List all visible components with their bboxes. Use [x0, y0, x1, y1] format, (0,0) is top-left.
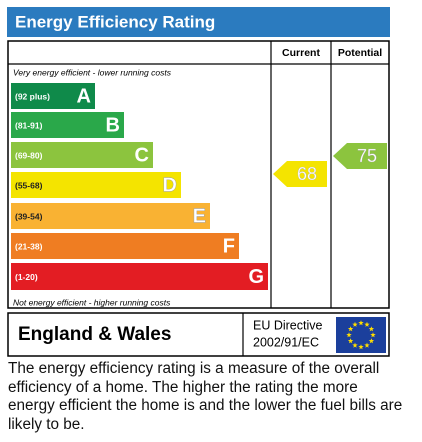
band-range: (39-54) [15, 211, 43, 221]
title-bar [7, 7, 390, 37]
description: The energy efficiency rating is a measur… [8, 360, 403, 433]
region: England & Wales [18, 324, 171, 345]
rating-value: 75 [357, 146, 377, 166]
band-bar [11, 233, 239, 259]
rating-value: 68 [297, 164, 317, 184]
column-header: Current [282, 47, 320, 59]
band-letter: A [77, 85, 91, 107]
eu-star [347, 326, 354, 332]
band-range: (69-80) [15, 150, 43, 160]
top-note: Very energy efficient - lower running co… [13, 67, 172, 77]
band-letter: G [248, 266, 264, 288]
eu-star [358, 344, 364, 350]
band-bar [11, 203, 210, 229]
band-letter: E [193, 205, 206, 227]
band-bar [11, 142, 153, 168]
band-bar [11, 263, 268, 290]
eu-star [364, 342, 370, 348]
band-bar [11, 172, 181, 198]
band-letter: D [163, 174, 177, 196]
band-letter: F [223, 235, 235, 257]
eu-star [358, 320, 364, 326]
band-letter: B [106, 114, 120, 136]
band-range: (21-38) [15, 241, 43, 251]
band-letter: C [135, 144, 149, 166]
eu-star [370, 332, 376, 338]
table-frame [7, 40, 390, 309]
eu-star [352, 321, 358, 327]
band-range: (81-91) [15, 120, 43, 130]
eu-star [347, 338, 354, 344]
epc-chart: Energy Efficiency Rating Current Potenti… [7, 7, 390, 357]
directive: EU Directive [253, 318, 323, 332]
band-bar [11, 112, 124, 138]
footer-frame [7, 312, 390, 357]
rating-arrow [333, 143, 387, 169]
directive: 2002/91/EC [253, 335, 319, 349]
eu-star [352, 342, 358, 348]
band-range: (55-68) [15, 180, 43, 190]
eu-star [368, 326, 375, 332]
rating-arrow [273, 161, 327, 187]
band-range: (1-20) [15, 272, 38, 282]
band-range: (92 plus) [15, 91, 50, 101]
title: Energy Efficiency Rating [15, 12, 215, 31]
bottom-note: Not energy efficient - higher running co… [13, 297, 171, 307]
eu-star [364, 321, 370, 327]
eu-star [346, 332, 352, 338]
eu-star [368, 338, 375, 344]
band-bar [11, 83, 95, 109]
column-header: Potential [338, 47, 382, 59]
